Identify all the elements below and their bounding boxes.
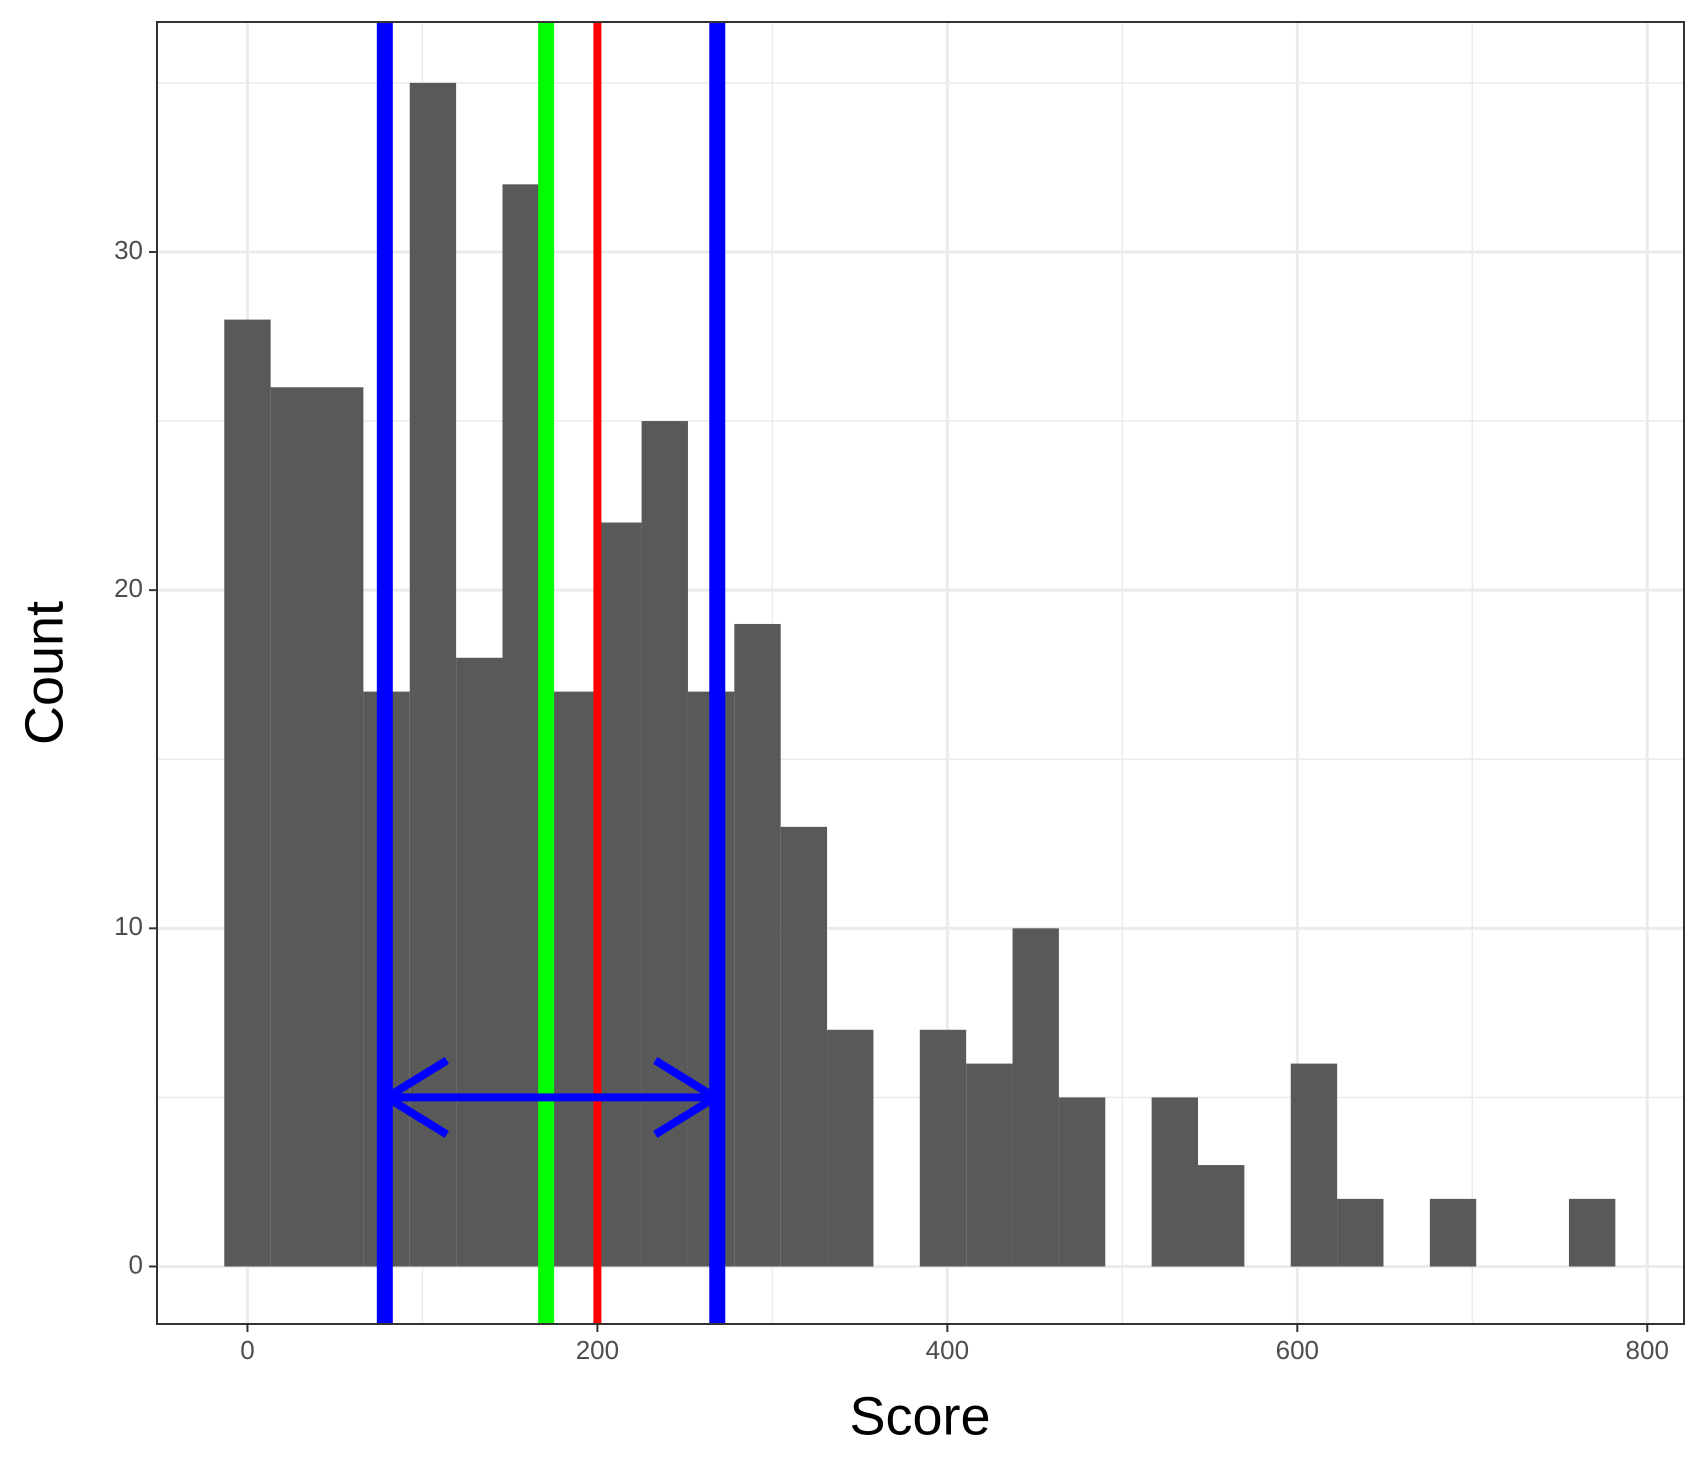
- bar: [270, 387, 318, 1267]
- bar: [1151, 1097, 1199, 1267]
- bar: [1290, 1063, 1338, 1267]
- bar: [966, 1063, 1013, 1267]
- x-axis-title: Score: [849, 1386, 990, 1446]
- x-tick-label: 400: [926, 1335, 969, 1365]
- y-axis-title: Count: [14, 601, 74, 745]
- x-tick-label: 200: [576, 1335, 619, 1365]
- bar: [1429, 1198, 1477, 1267]
- arrow-head: [379, 1057, 449, 1138]
- bar: [317, 387, 364, 1267]
- panel-border: [156, 21, 1685, 1325]
- bar: [456, 657, 503, 1267]
- bar: [1568, 1198, 1616, 1267]
- x-tick-label: 600: [1276, 1335, 1319, 1365]
- bar: [919, 1029, 967, 1267]
- bar: [734, 623, 781, 1267]
- bar: [1198, 1165, 1245, 1267]
- bar: [1337, 1198, 1384, 1267]
- x-tick-label: 800: [1626, 1335, 1669, 1365]
- bar: [827, 1029, 874, 1267]
- y-tick-label: 0: [129, 1249, 143, 1279]
- bar: [1058, 1097, 1106, 1267]
- bar: [409, 82, 457, 1267]
- y-tick-label: 30: [114, 235, 143, 265]
- y-tick-label: 20: [114, 573, 143, 603]
- bar: [595, 522, 642, 1267]
- bar: [224, 319, 271, 1267]
- x-tick-label: 0: [240, 1335, 254, 1365]
- arrow-head: [653, 1057, 723, 1138]
- y-tick-label: 10: [114, 911, 143, 941]
- bar: [780, 826, 828, 1267]
- bar: [1012, 928, 1059, 1267]
- bar: [548, 691, 596, 1267]
- bar: [641, 421, 688, 1267]
